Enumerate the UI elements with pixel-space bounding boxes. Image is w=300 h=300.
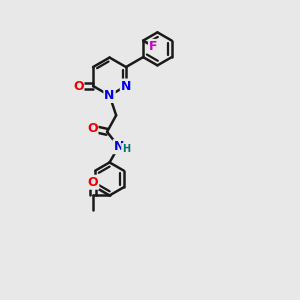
Text: O: O	[73, 80, 84, 92]
Text: N: N	[113, 140, 124, 153]
Text: N: N	[104, 89, 115, 102]
Text: O: O	[87, 122, 98, 135]
Text: N: N	[121, 80, 131, 92]
Text: F: F	[149, 40, 158, 53]
Text: O: O	[88, 176, 98, 189]
Text: H: H	[122, 144, 130, 154]
